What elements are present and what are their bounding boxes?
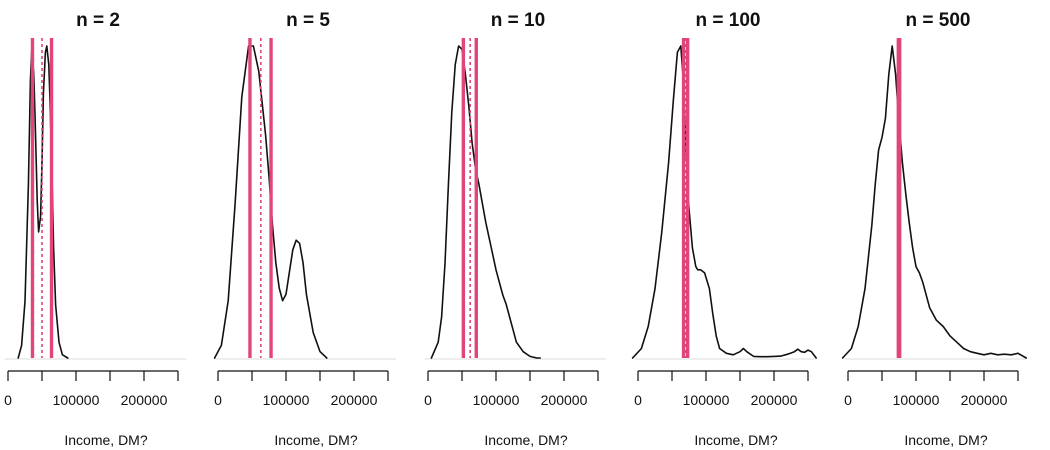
density-curve [430, 45, 542, 359]
x-tick-label: 100000 [893, 392, 940, 408]
x-tick-label: 200000 [331, 392, 378, 408]
x-tick-label: 0 [4, 392, 12, 408]
x-tick-label: 100000 [473, 392, 520, 408]
panel-2: n = 5 0 100000 200000 Income, DM? [213, 10, 397, 448]
x-tick-label: 0 [844, 392, 852, 408]
density-curve [841, 45, 1027, 359]
panel-5: n = 500 0 100000 200000 Income, DM? [841, 10, 1027, 448]
panel-3: n = 10 0 100000 200000 Income, DM? [424, 10, 607, 448]
density-curve [631, 45, 818, 359]
x-tick-label: 100000 [683, 392, 730, 408]
x-tick-label: 100000 [263, 392, 310, 408]
x-axis-title: Income, DM? [64, 432, 147, 448]
x-tick-label: 200000 [751, 392, 798, 408]
panel-title: n = 10 [491, 10, 545, 31]
density-curve [17, 45, 69, 359]
panel-title: n = 2 [76, 10, 120, 31]
x-tick-label: 0 [214, 392, 222, 408]
density-curve [213, 45, 328, 359]
panel-title: n = 5 [286, 10, 330, 31]
x-tick-label: 200000 [121, 392, 168, 408]
x-tick-label: 200000 [961, 392, 1008, 408]
x-axis-title: Income, DM? [904, 432, 987, 448]
x-tick-label: 0 [424, 392, 432, 408]
x-tick-label: 200000 [541, 392, 588, 408]
x-axis-title: Income, DM? [274, 432, 357, 448]
panel-1: n = 2 0 100000 200000 Income, DM? [4, 10, 187, 448]
panel-title: n = 100 [696, 10, 761, 31]
x-axis-title: Income, DM? [694, 432, 777, 448]
x-axis-title: Income, DM? [484, 432, 567, 448]
panel-title: n = 500 [906, 10, 971, 31]
x-tick-label: 100000 [53, 392, 100, 408]
x-tick-label: 0 [634, 392, 642, 408]
panel-4: n = 100 0 100000 200000 Income, DM? [631, 10, 818, 448]
